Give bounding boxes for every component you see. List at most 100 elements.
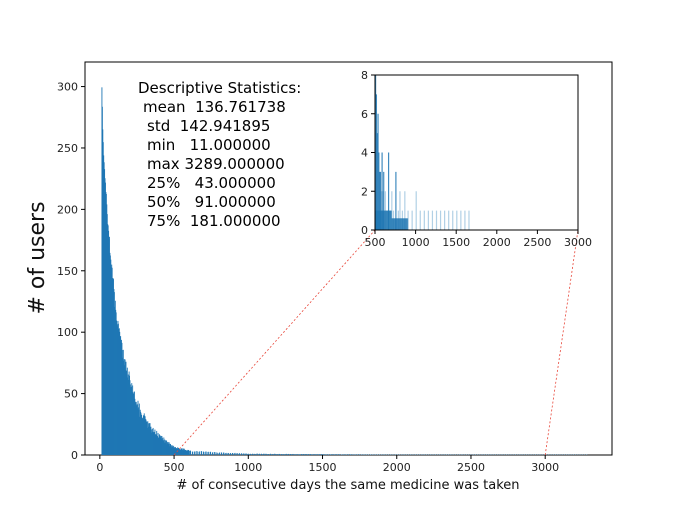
x-tick-label: 2500: [457, 461, 485, 474]
histogram-bar: [214, 452, 216, 455]
histogram-bar: [243, 453, 245, 455]
histogram-bar: [236, 453, 238, 455]
histogram-bar: [232, 453, 234, 455]
inset-bar: [383, 171, 385, 230]
histogram-bar: [219, 452, 220, 455]
histogram-bar: [330, 454, 332, 455]
main-bars: [101, 87, 588, 456]
inset-bar: [468, 210, 470, 230]
histogram-bar: [301, 454, 303, 455]
x-tick-label: 1000: [234, 461, 262, 474]
inset-bar: [452, 210, 454, 230]
histogram-bar: [192, 451, 194, 455]
y-tick-label: 100: [57, 326, 78, 339]
x-tick-label: 3000: [531, 461, 559, 474]
inset-y-tick-label: 8: [361, 69, 368, 82]
histogram-bar: [314, 454, 316, 455]
inset-bar: [381, 152, 383, 230]
stats-line-75: 75% 181.000000: [147, 212, 281, 230]
histogram-bar: [341, 454, 343, 455]
histogram-bar: [350, 454, 352, 455]
y-tick-label: 300: [57, 81, 78, 94]
histogram-bar: [337, 454, 338, 455]
x-tick-label: 1500: [309, 461, 337, 474]
x-tick-label: 0: [96, 461, 103, 474]
histogram-bar: [285, 453, 287, 455]
y-tick-label: 50: [64, 388, 78, 401]
histogram-bar: [290, 454, 292, 455]
histogram-bar: [321, 454, 323, 455]
inset-bar: [399, 191, 401, 230]
histogram-bar: [259, 453, 261, 455]
histogram-bar: [188, 451, 190, 455]
histogram-bar: [225, 452, 227, 455]
histogram-bar: [252, 453, 254, 455]
histogram-bar: [223, 452, 225, 455]
main-y-ticks: 0 50 100 150 200 250 300: [57, 81, 85, 462]
inset-bar: [379, 171, 381, 230]
histogram-bar: [276, 454, 278, 455]
inset-bar: [460, 210, 462, 230]
histogram-bar: [203, 451, 205, 455]
histogram-bar: [343, 454, 345, 455]
histogram-bar: [268, 454, 269, 455]
inset-bar: [423, 210, 425, 230]
inset-bar: [379, 171, 382, 230]
histogram-bar: [332, 454, 334, 455]
inset-bar: [378, 152, 380, 230]
histogram-bar: [299, 454, 301, 455]
histogram-bar: [196, 451, 198, 455]
histogram-bar: [279, 454, 281, 455]
inset-x-tick-label: 3000: [564, 236, 592, 249]
inset-bar: [415, 191, 417, 230]
histogram-bar: [312, 454, 314, 455]
histogram-bar: [212, 452, 214, 455]
zoom-line-right: [544, 229, 579, 456]
stats-line-50: 50% 91.000000: [147, 193, 276, 211]
stats-line-max: max 3289.000000: [147, 155, 285, 173]
histogram-bar: [296, 454, 298, 455]
inset-bar: [419, 210, 421, 230]
histogram-bar: [265, 453, 267, 455]
histogram-bar: [283, 454, 285, 455]
inset-bar: [448, 210, 450, 230]
histogram-bar: [303, 454, 305, 455]
histogram-bar: [323, 454, 325, 455]
y-tick-label: 200: [57, 203, 78, 216]
inset-bar: [387, 152, 390, 230]
y-tick-label: 250: [57, 142, 78, 155]
zoom-line-left: [173, 229, 376, 456]
inset-bar: [439, 210, 442, 230]
inset-bar: [375, 94, 378, 230]
inset-bar: [375, 75, 377, 230]
y-tick-label: 150: [57, 265, 78, 278]
inset-bar: [395, 171, 397, 230]
histogram-bar: [357, 454, 359, 455]
y-tick-label: 0: [71, 449, 78, 462]
histogram-bar: [274, 453, 276, 455]
histogram-bar: [230, 453, 232, 455]
histogram-bar: [256, 453, 258, 455]
histogram-bar: [205, 451, 207, 455]
inset-x-tick-label: 2500: [523, 236, 551, 249]
inset-x-tick-label: 1500: [442, 236, 470, 249]
main-x-ticks: 0 500 1000 1500 2000 2500 3000: [96, 455, 559, 474]
inset-bar: [431, 210, 434, 230]
inset-y-tick-label: 4: [361, 147, 368, 160]
inset-bar: [456, 210, 458, 230]
histogram-bar: [339, 454, 341, 455]
histogram-bar: [348, 454, 350, 455]
y-axis-label: # of users: [25, 201, 50, 314]
zoom-connector-lines: [173, 229, 579, 456]
histogram-bar: [241, 453, 243, 455]
histogram-bar: [221, 452, 223, 455]
histogram-bar: [245, 453, 247, 455]
histogram-bar: [239, 453, 240, 455]
histogram-bar: [294, 454, 296, 455]
stats-title: Descriptive Statistics:: [138, 79, 301, 97]
inset-background: [375, 75, 578, 230]
histogram-bar: [328, 454, 330, 455]
histogram-bar: [190, 450, 192, 455]
histogram-bar: [308, 454, 310, 455]
histogram-bar: [254, 453, 256, 455]
